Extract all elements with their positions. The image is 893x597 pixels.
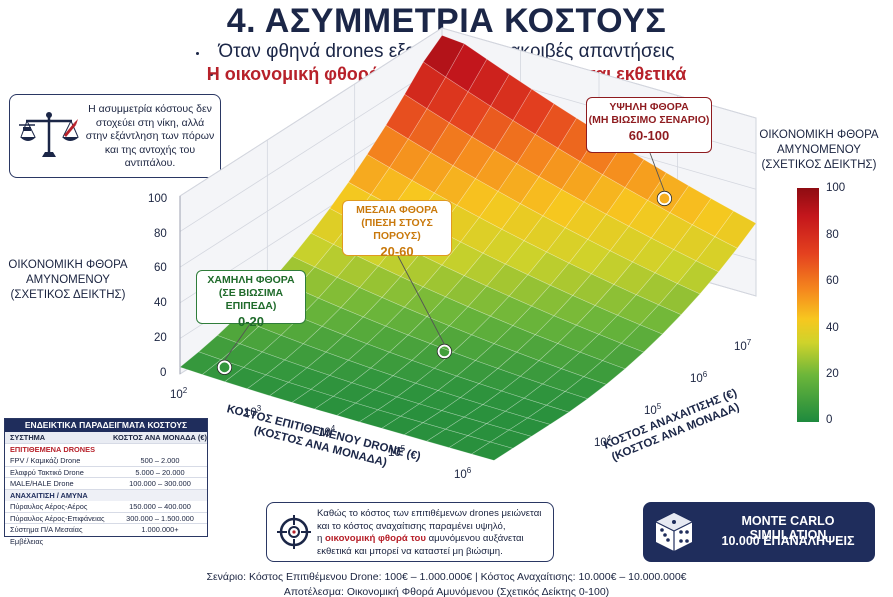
y-tick-label: 104 [594,434,612,449]
annotation-marker [217,360,232,375]
chart-markers [216,152,673,375]
colorbar-tick: 0 [826,414,833,426]
x-tick-label: 105 [388,444,406,459]
note-line: και το κόστος αναχαίτισης παραμένει υψηλ… [317,520,506,532]
monte-carlo-title: MONTE CARLO SIMULATION [741,514,835,542]
callout-connector [397,255,445,345]
surface-cell [470,441,514,461]
z-tick-label: 100 [148,193,168,205]
z-tick-label: 0 [160,367,167,379]
row-name: Ελαφρύ Τακτικό Drone [10,467,84,477]
row-name: Πύραυλος Αέρος-Αέρος [10,502,88,511]
row-cost: 100.000 – 300.000 [129,479,191,488]
subtitle-bullet [210,73,213,76]
row-cost: 300.000 – 1.500.000 [126,513,194,523]
colorbar-tick: 100 [826,182,846,194]
section-attack: ΕΠΙΤΙΘΕΜΕΝΑ DRONES [10,444,95,454]
table-row: Πύραυλος Αέρος-Αέρος 150.000 – 400.000 [5,501,207,513]
colorbar-tick: 80 [826,229,839,241]
table-row: Πύραυλος Αέρος-Επιφάνειας 300.000 – 1.50… [5,513,207,524]
x-tick-label: 104 [318,424,336,439]
annotation-marker [657,191,672,206]
colorbar-title: ΟΙΚΟΝΟΜΙΚΗ ΦΘΟΡΑ ΑΜΥΝΟΜΕΝΟΥ (ΣΧΕΤΙΚΟΣ ΔΕ… [759,129,879,171]
note-line3-pre: η [317,533,326,544]
table-row: Ελαφρύ Τακτικό Drone 5.000 – 20.000 [5,467,207,478]
row-name: FPV / Καμικάζι Drone [10,456,81,465]
col-system-header: ΣΥΣΤΗΜΑ [10,433,46,442]
callout-high: ΥΨΗΛΗ ΦΘΟΡΑ (ΜΗ ΒΙΩΣΙΜΟ ΣΕΝΑΡΙΟ) 60-100 [586,97,712,153]
callout-mid: ΜΕΣΑΙΑ ΦΘΟΡΑ (ΠΙΕΣΗ ΣΤΟΥΣ ΠΟΡΟΥΣ) 20-60 [342,200,452,259]
surface-cell [676,260,720,295]
colorbar [797,188,819,422]
table-row: Σύστημα Π/Α Μεσαίας Εμβέλειας 1.000.000+ [5,524,207,546]
z-tick-label: 20 [154,332,167,344]
table-row: MALE/HALE Drone 100.000 – 300.000 [5,478,207,490]
dice-icon [655,513,693,551]
callout-connector [649,152,665,192]
annotation-marker [437,344,452,359]
footer-scenario: Σενάριο: Κόστος Επιτιθέμενου Drone: 100€… [206,571,687,583]
examples-table-title: ΕΝΔΕΙΚΤΙΚΑ ΠΑΡΑΔΕΙΓΜΑΤΑ ΚΟΣΤΟΥΣ [5,419,207,432]
z-tick-label: 60 [154,262,167,274]
callout-mid-title: ΜΕΣΑΙΑ ΦΘΟΡΑ [356,204,438,216]
monte-carlo-iterations: 10.000 ΕΠΑΝΑΛΗΨΕΙΣ [721,534,855,548]
info-box: Η ασυμμετρία κόστους δεν στοχεύει στη νί… [9,94,221,178]
footer-result: Αποτέλεσμα: Οικονομική Φθορά Αμυνόμενου … [283,586,610,597]
note-line3-post: αμυνόμενου αυξάνεται [425,533,524,544]
note-box: Καθώς το κόστος των επιτιθέμενων drones … [266,502,554,562]
table-header-row: ΣΥΣΤΗΜΑ ΚΟΣΤΟΣ ΑΝΑ ΜΟΝΑΔΑ (€) [5,432,207,444]
info-text: Η ασυμμετρία κόστους δεν στοχεύει στη νί… [85,103,215,169]
callout-low-range: 0-20 [237,314,265,329]
col-cost-header: ΚΟΣΤΟΣ ΑΝΑ ΜΟΝΑΔΑ (€) [113,433,207,442]
z-tick-label: 40 [154,297,167,309]
row-name: Σύστημα Π/Α Μεσαίας Εμβέλειας [10,525,83,546]
monte-carlo-box: MONTE CARLO SIMULATION 10.000 ΕΠΑΝΑΛΗΨΕΙ… [643,502,875,562]
subtitle-bullet [196,52,199,55]
row-cost: 5.000 – 20.000 [135,467,185,477]
note-highlight: οικονομική φθορά του [325,533,426,544]
x-tick-label: 106 [454,466,472,481]
z-axis-label: ΟΙΚΟΝΟΜΙΚΗ ΦΘΟΡΑ ΑΜΥΝΟΜΕΝΟΥ (ΣΧΕΤΙΚΟΣ ΔΕ… [8,259,128,301]
row-cost: 500 – 2.000 [140,456,180,465]
section-defense: ΑΝΑΧΑΙΤΙΣΗ / ΑΜΥΝΑ [5,489,207,501]
callout-low-title: ΧΑΜΗΛΗ ΦΘΟΡΑ [207,274,295,286]
colorbar-tick: 60 [826,275,839,287]
x-tick-label: 102 [170,386,188,401]
crosshair-target-icon [277,515,311,549]
row-cost: 1.000.000+ [141,525,179,534]
callout-connector [224,323,251,361]
callout-high-title: ΥΨΗΛΗ ΦΘΟΡΑ [609,101,689,113]
note-line: εκθετικά και μπορεί να καταστεί μη βιώσι… [317,545,503,557]
y-tick-label: 106 [690,370,708,385]
note-line: η οικονομική φθορά του αμυνόμενου αυξάνε… [317,533,551,546]
callout-low: ΧΑΜΗΛΗ ΦΘΟΡΑ (ΣΕ ΒΙΩΣΙΜΑ ΕΠΙΠΕΔΑ) 0-20 [196,270,306,329]
callout-high-subtitle: (ΜΗ ΒΙΩΣΙΜΟ ΣΕΝΑΡΙΟ) [588,114,710,126]
table-row: FPV / Καμικάζι Drone 500 – 2.000 [5,455,207,467]
scale-drone-missile-icon [19,112,79,157]
callout-mid-subtitle: (ΠΙΕΣΗ ΣΤΟΥΣ ΠΟΡΟΥΣ) [361,217,433,242]
note-line: Καθώς το κόστος των επιτιθέμενων drones … [317,508,542,519]
examples-table: ΕΝΔΕΙΚΤΙΚΑ ΠΑΡΑΔΕΙΓΜΑΤΑ ΚΟΣΤΟΥΣ ΣΥΣΤΗΜΑ … [4,418,208,546]
colorbar-tick: 40 [826,322,839,334]
y-tick-label: 105 [644,402,662,417]
callout-high-range: 60-100 [628,128,670,143]
note-text: Καθώς το κόστος των επιτιθέμενων drones … [317,508,551,558]
row-cost: 150.000 – 400.000 [129,502,191,511]
row-name: MALE/HALE Drone [10,479,74,488]
colorbar-tick: 20 [826,368,839,380]
x-tick-label: 103 [244,404,262,419]
y-tick-label: 107 [734,338,752,353]
callout-mid-range: 20-60 [380,244,414,259]
z-tick-label: 80 [154,228,167,240]
callout-low-subtitle: (ΣΕ ΒΙΩΣΙΜΑ ΕΠΙΠΕΔΑ) [218,287,284,312]
row-name: Πύραυλος Αέρος-Επιφάνειας [10,513,105,523]
